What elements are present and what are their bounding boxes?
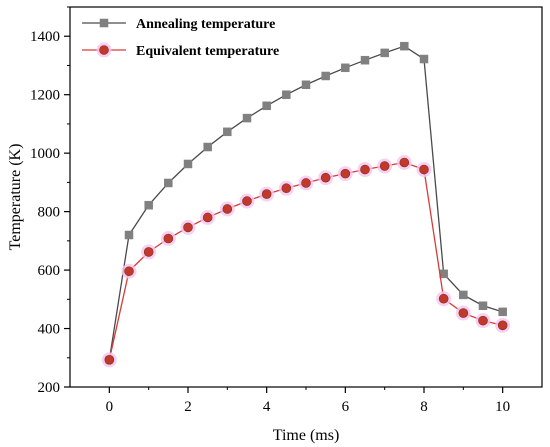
data-point (360, 164, 370, 175)
y-tick-label: 200 (38, 380, 61, 396)
data-point (380, 48, 389, 58)
y-tick-label: 1000 (30, 146, 60, 162)
x-tick-label: 8 (420, 399, 428, 415)
legend-item-1: Annealing temperature (82, 17, 275, 32)
x-tick-label: 4 (263, 399, 271, 415)
legend-item-2: Equivalent temperature (82, 42, 279, 59)
data-point (124, 266, 134, 277)
data-point (360, 55, 370, 65)
data-point (281, 183, 292, 194)
data-point (124, 230, 134, 240)
legend: Annealing temperature Equivalent temperat… (82, 17, 279, 59)
x-tick-label: 2 (184, 399, 192, 415)
x-tick-label: 10 (495, 399, 510, 415)
data-point (183, 222, 193, 233)
data-point (400, 41, 409, 51)
data-point (222, 204, 233, 214)
data-point (183, 159, 193, 169)
data-point (164, 178, 173, 188)
data-point (497, 320, 508, 331)
data-point (399, 157, 410, 168)
data-point (341, 63, 350, 73)
y-tick-label: 600 (38, 263, 61, 279)
series-2 (101, 155, 511, 368)
data-point (144, 200, 153, 210)
y-tick-label: 400 (38, 322, 61, 338)
data-point (301, 80, 311, 90)
data-point (143, 247, 154, 257)
legend-marker (99, 18, 109, 28)
data-point (438, 293, 449, 304)
data-point (419, 54, 429, 64)
data-point (320, 172, 331, 183)
data-point (242, 113, 252, 123)
data-point (261, 189, 272, 199)
data-point (498, 307, 507, 317)
legend-marker (99, 45, 109, 55)
data-point (379, 161, 390, 171)
data-point (301, 178, 311, 188)
data-point (340, 168, 351, 179)
x-tick-label: 6 (342, 399, 350, 415)
data-point (223, 127, 232, 137)
legend-label: Annealing temperature (136, 17, 275, 32)
data-point (478, 315, 488, 326)
data-point (203, 142, 212, 152)
y-tick-label: 1400 (30, 29, 60, 45)
y-axis-title: Temperature (K) (7, 144, 24, 251)
data-point (458, 308, 469, 318)
axes: 0 2 4 6 8 10 200 400 600 800 1000 1200 1400 (30, 6, 510, 415)
data-point (163, 233, 174, 244)
data-point (419, 164, 429, 175)
x-axis-title: Time (ms) (273, 427, 340, 444)
x-tick-label: 0 (106, 399, 114, 415)
data-point (262, 101, 271, 111)
y-tick-label: 800 (38, 205, 61, 221)
series-layer (101, 41, 511, 368)
legend-label: Equivalent temperature (136, 44, 279, 59)
plot-frame (69, 6, 543, 388)
y-tick-label: 1200 (30, 88, 60, 104)
data-point (478, 301, 488, 310)
data-point (459, 290, 468, 300)
data-point (321, 71, 330, 81)
data-point (282, 90, 291, 99)
data-point (202, 212, 213, 223)
data-point (104, 355, 115, 365)
plot-area (69, 6, 543, 388)
data-point (242, 196, 252, 206)
